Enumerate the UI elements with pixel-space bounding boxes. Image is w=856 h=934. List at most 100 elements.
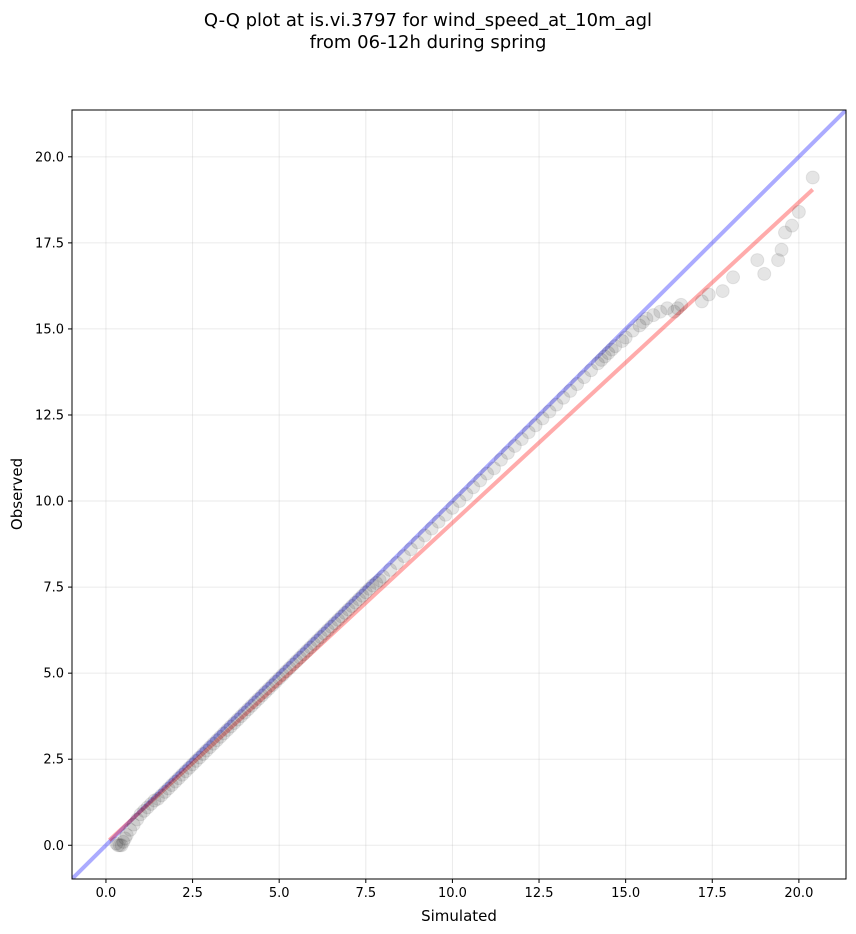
data-point (209, 733, 224, 748)
x-tick-label: 17.5 (698, 886, 727, 901)
chart-title-line-2: from 06-12h during spring (309, 32, 547, 53)
y-tick-label: 10.0 (35, 495, 64, 510)
plot-frame (71, 109, 847, 880)
data-point (369, 575, 384, 590)
y-tick-label: 20.0 (35, 150, 64, 165)
data-point (563, 383, 578, 398)
data-point (157, 784, 172, 799)
data-point (213, 729, 228, 744)
y-axis-ticks: 0.0 2.5 5.0 7.5 10.0 12.5 15.0 17.5 20.0 (35, 150, 72, 854)
data-point (372, 573, 387, 588)
data-point (143, 796, 158, 811)
y-tick-label: 7.5 (43, 581, 64, 596)
data-point (241, 702, 256, 717)
x-tick-label: 7.5 (355, 886, 376, 901)
data-point (202, 740, 217, 755)
data-point (230, 712, 245, 727)
data-point (615, 333, 630, 348)
data-point (137, 803, 152, 818)
data-point (182, 760, 197, 775)
data-point (549, 397, 564, 412)
identity-line (72, 110, 846, 879)
x-tick-label: 12.5 (525, 886, 554, 901)
data-point (223, 719, 238, 734)
data-point (791, 204, 806, 219)
data-point (292, 650, 307, 665)
data-point (161, 781, 176, 796)
data-point (521, 425, 536, 440)
data-point (306, 636, 321, 651)
data-point (632, 318, 647, 333)
data-points (109, 170, 820, 853)
data-point (147, 793, 162, 808)
data-point (424, 521, 439, 536)
data-point (206, 736, 221, 751)
data-point (604, 342, 619, 357)
data-point (324, 619, 339, 634)
data-point (674, 297, 689, 312)
data-point (528, 418, 543, 433)
data-point (282, 660, 297, 675)
y-axis-label: Observed (8, 458, 26, 530)
data-point (109, 836, 124, 851)
data-point (590, 356, 605, 371)
data-point (220, 722, 235, 737)
data-point (199, 743, 214, 758)
data-point (389, 556, 404, 571)
data-point (365, 578, 380, 593)
data-point (805, 170, 820, 185)
data-point (646, 308, 661, 323)
data-point (362, 581, 377, 596)
data-point (327, 616, 342, 631)
data-point (331, 612, 346, 627)
data-point (670, 301, 685, 316)
data-point (660, 301, 675, 316)
data-point (577, 370, 592, 385)
data-point (715, 284, 730, 299)
data-point (111, 838, 126, 853)
data-point (608, 339, 623, 354)
y-tick-label: 5.0 (43, 667, 64, 682)
data-point (195, 747, 210, 762)
data-point (445, 500, 460, 515)
data-point (438, 507, 453, 522)
data-point (279, 664, 294, 679)
fit-line (108, 188, 815, 842)
data-point (116, 834, 131, 849)
data-point (310, 633, 325, 648)
data-point (244, 698, 259, 713)
x-tick-label: 5.0 (269, 886, 290, 901)
data-point (126, 817, 141, 832)
x-axis-label: Simulated (421, 907, 497, 925)
data-point (750, 253, 765, 268)
data-point (261, 681, 276, 696)
x-tick-label: 2.5 (182, 886, 203, 901)
data-point (410, 535, 425, 550)
data-point (265, 678, 280, 693)
data-point (376, 569, 391, 584)
data-point (653, 304, 668, 319)
data-point (459, 487, 474, 502)
data-point (383, 562, 398, 577)
data-point (227, 716, 242, 731)
data-point (635, 315, 650, 330)
data-point (272, 671, 287, 686)
x-tick-label: 10.0 (438, 886, 467, 901)
data-point (268, 674, 283, 689)
data-point (355, 588, 370, 603)
data-point (348, 595, 363, 610)
data-point (286, 657, 301, 672)
data-point (473, 473, 488, 488)
data-point (358, 585, 373, 600)
data-point (493, 452, 508, 467)
data-point (639, 311, 654, 326)
y-tick-label: 0.0 (43, 839, 64, 854)
reference-lines (72, 110, 846, 879)
data-point (192, 750, 207, 765)
data-point (452, 494, 467, 509)
data-point (694, 294, 709, 309)
data-point (130, 812, 145, 827)
data-point (542, 404, 557, 419)
data-point (317, 626, 332, 641)
